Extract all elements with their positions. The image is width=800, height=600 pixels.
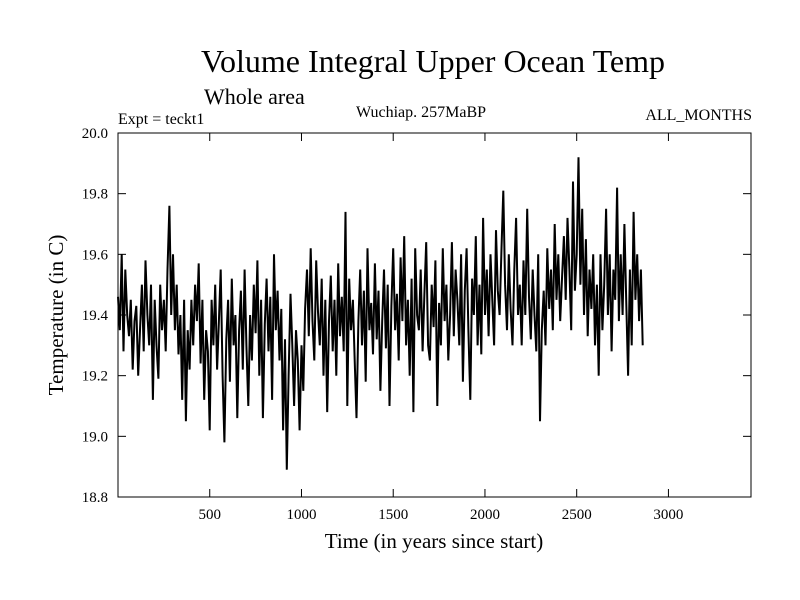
y-tick-label: 20.0 bbox=[82, 126, 108, 142]
y-tick-label: 19.2 bbox=[82, 369, 108, 385]
x-axis-ticks: 500 1000 1500 2000 2500 3000 bbox=[198, 133, 683, 523]
months-label: ALL_MONTHS bbox=[645, 107, 752, 124]
y-axis-ticks: 18.8 19.0 19.2 19.4 19.6 19.8 20.0 bbox=[82, 126, 751, 506]
experiment-label: Expt = teckt1 bbox=[118, 111, 204, 128]
temperature-series-line bbox=[117, 157, 644, 470]
x-tick-label: 2000 bbox=[470, 507, 500, 523]
x-tick-label: 2500 bbox=[562, 507, 592, 523]
plot-area: 18.8 19.0 19.2 19.4 19.6 19.8 20.0 500 1000 1500… bbox=[82, 126, 752, 523]
y-tick-label: 18.8 bbox=[82, 490, 108, 506]
y-tick-label: 19.8 bbox=[82, 187, 108, 203]
chart-title: Volume Integral Upper Ocean Temp bbox=[201, 43, 665, 79]
y-tick-label: 19.6 bbox=[82, 247, 109, 263]
x-tick-label: 1500 bbox=[378, 507, 408, 523]
period-label: Wuchiap. 257MaBP bbox=[356, 104, 486, 121]
y-tick-label: 19.4 bbox=[82, 308, 109, 324]
x-tick-label: 500 bbox=[198, 507, 221, 523]
y-tick-label: 19.0 bbox=[82, 429, 108, 445]
x-tick-label: 3000 bbox=[653, 507, 683, 523]
x-tick-label: 1000 bbox=[286, 507, 316, 523]
x-axis-label: Time (in years since start) bbox=[325, 529, 544, 553]
y-axis-label: Temperature (in C) bbox=[44, 235, 68, 396]
chart-subtitle: Whole area bbox=[204, 84, 305, 109]
